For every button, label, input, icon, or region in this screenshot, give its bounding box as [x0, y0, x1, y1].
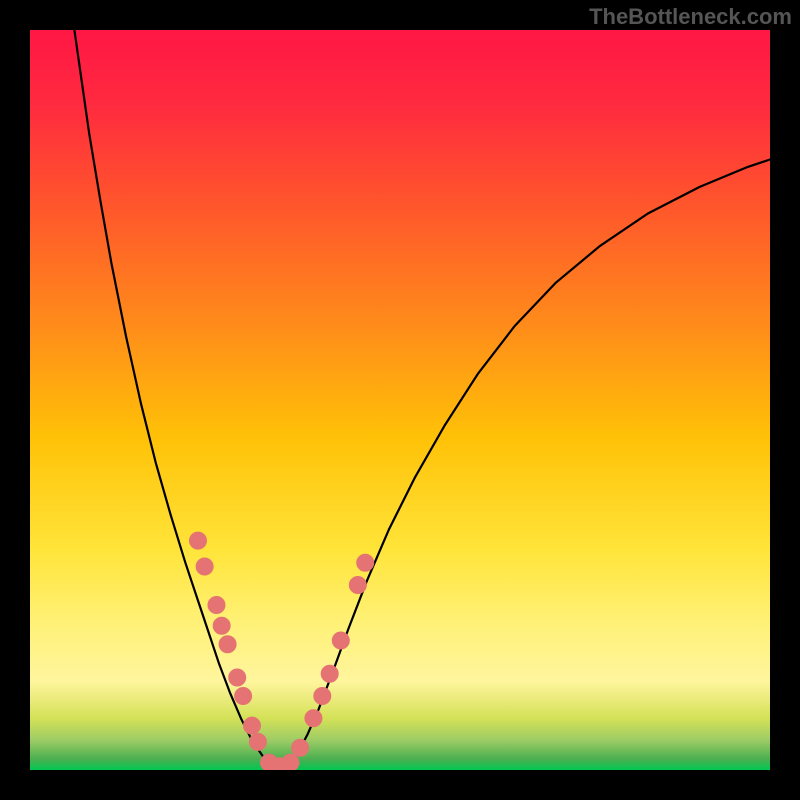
data-marker [292, 739, 309, 756]
chart-svg [0, 0, 800, 800]
data-marker [321, 665, 338, 682]
data-marker [213, 617, 230, 634]
data-marker [249, 733, 266, 750]
data-marker [189, 532, 206, 549]
data-marker [208, 596, 225, 613]
data-marker [196, 558, 213, 575]
data-marker [332, 632, 349, 649]
data-marker [235, 688, 252, 705]
data-marker [219, 636, 236, 653]
bottleneck-chart: TheBottleneck.com [0, 0, 800, 800]
data-marker [305, 710, 322, 727]
data-marker [229, 669, 246, 686]
watermark-text: TheBottleneck.com [589, 4, 792, 30]
data-marker [349, 577, 366, 594]
data-marker [244, 717, 261, 734]
data-marker [282, 754, 299, 771]
data-marker [357, 554, 374, 571]
data-marker [314, 688, 331, 705]
